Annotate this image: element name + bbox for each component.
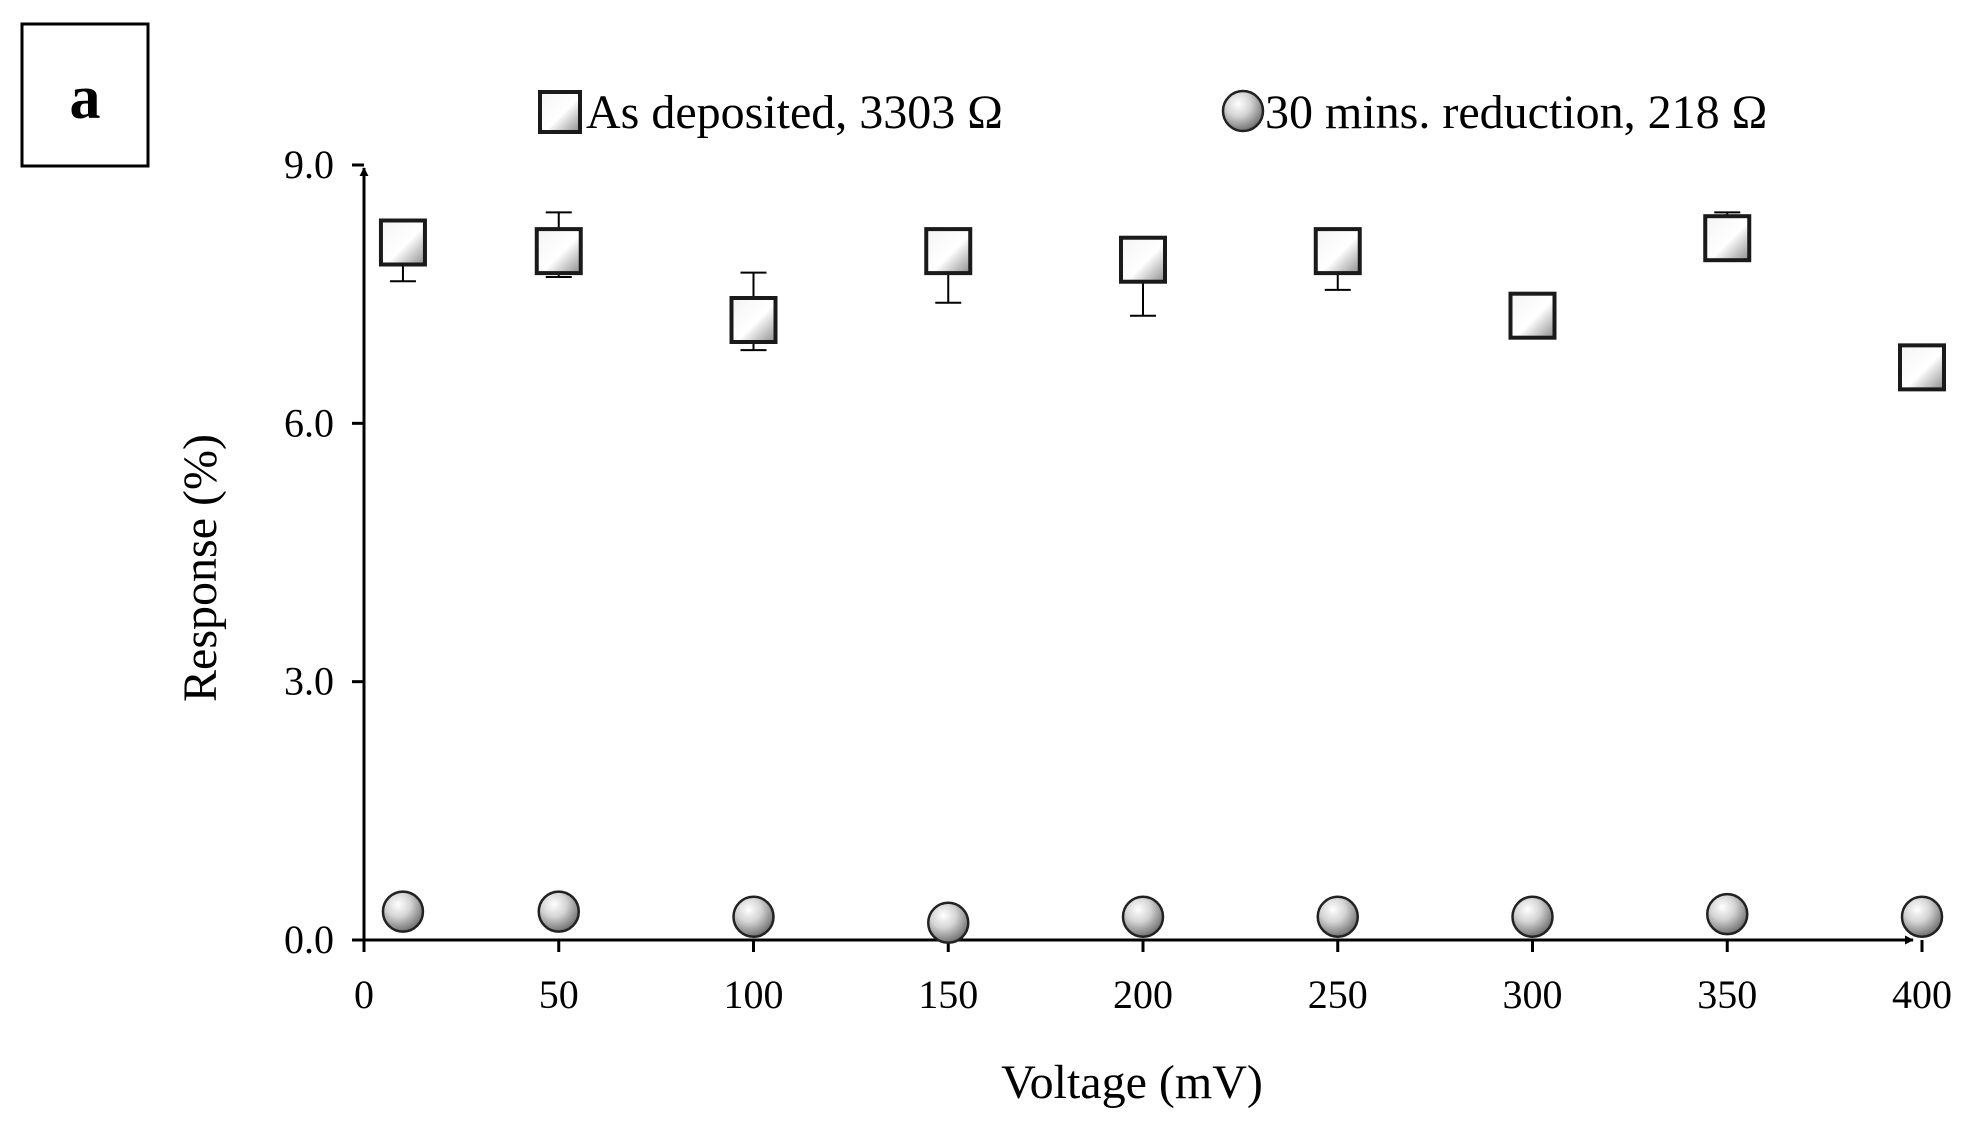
- x-axis-ticks: 0 50 100 150 200 250 300 350 400: [354, 940, 1952, 1017]
- legend-label-30-mins-reduction: 30 mins. reduction, 218 Ω: [1265, 86, 1767, 139]
- legend: As deposited, 3303 Ω 30 mins. reduction,…: [538, 86, 1767, 139]
- as-deposited-point: [1703, 214, 1752, 263]
- reduction-point: [1316, 895, 1359, 938]
- reduction-point: [537, 890, 580, 933]
- reduction-point: [1900, 895, 1944, 938]
- reduction-point: [1511, 895, 1554, 938]
- panel-label: a: [70, 64, 101, 132]
- as-deposited-point: [1508, 291, 1557, 340]
- x-tick-label: 350: [1697, 972, 1757, 1017]
- y-tick-label: 3.0: [284, 659, 334, 704]
- reduction-point: [1121, 895, 1165, 938]
- x-tick-label: 400: [1892, 972, 1952, 1017]
- legend-marker-30-mins-reduction: [1221, 89, 1265, 133]
- reduction-point: [927, 901, 970, 945]
- legend-marker-as-deposited: [538, 90, 582, 134]
- x-tick-label: 0: [354, 972, 374, 1017]
- x-axis-title: Voltage (mV): [1001, 1056, 1263, 1109]
- reduction-point: [732, 895, 775, 938]
- as-deposited-point: [378, 218, 427, 267]
- x-tick-label: 300: [1503, 972, 1563, 1017]
- series-marks: [378, 214, 1946, 945]
- y-tick-label: 9.0: [284, 142, 334, 187]
- x-tick-label: 50: [539, 972, 579, 1017]
- as-deposited-point: [1119, 235, 1167, 284]
- reduction-point: [381, 890, 425, 933]
- as-deposited-point: [1313, 227, 1362, 276]
- y-tick-label: 0.0: [284, 917, 334, 962]
- x-tick-label: 250: [1308, 972, 1368, 1017]
- y-tick-label: 6.0: [284, 400, 334, 445]
- reduction-point: [1706, 892, 1749, 936]
- legend-label-as-deposited: As deposited, 3303 Ω: [586, 86, 1003, 139]
- y-axis-ticks: 0.0 3.0 6.0 9.0: [284, 142, 364, 962]
- panel-label-box: [20, 22, 150, 168]
- y-axis-title: Response (%): [174, 434, 227, 702]
- as-deposited-point: [534, 227, 583, 276]
- as-deposited-point: [924, 227, 973, 276]
- as-deposited-point: [729, 296, 778, 344]
- x-tick-label: 150: [918, 972, 978, 1017]
- x-tick-label: 200: [1113, 972, 1173, 1017]
- x-tick-label: 100: [724, 972, 784, 1017]
- as-deposited-point: [1898, 343, 1946, 392]
